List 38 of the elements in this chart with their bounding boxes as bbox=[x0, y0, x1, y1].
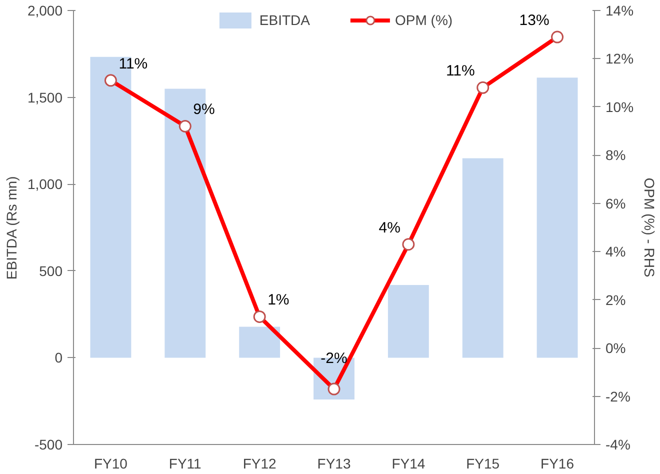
data-label: 1% bbox=[268, 292, 290, 309]
y2-tick-label: -4% bbox=[606, 436, 630, 452]
y2-tick-label: 14% bbox=[606, 2, 634, 18]
y-tick-label: 1,000 bbox=[27, 176, 63, 192]
bar bbox=[239, 326, 280, 358]
y2-tick-label: 10% bbox=[606, 98, 634, 115]
x-tick-label: FY15 bbox=[466, 456, 500, 472]
x-tick-label: FY12 bbox=[242, 456, 277, 472]
bar bbox=[536, 78, 578, 358]
x-tick-label: FY11 bbox=[168, 456, 202, 472]
data-label: 13% bbox=[519, 12, 550, 30]
y2-tick-label: 6% bbox=[606, 195, 626, 212]
y2-axis-title: OPM (%) - RHS bbox=[642, 178, 658, 278]
y-axis-title: EBITDA (Rs mn) bbox=[3, 176, 20, 280]
x-tick-label: FY14 bbox=[392, 456, 426, 472]
y2-tick-label: 0% bbox=[606, 340, 626, 356]
data-label: 11% bbox=[118, 55, 148, 72]
y-tick-label: 2,000 bbox=[27, 2, 63, 18]
bar bbox=[388, 284, 429, 358]
legend-label: OPM (%) bbox=[395, 12, 453, 28]
y2-tick-label: 2% bbox=[606, 292, 626, 308]
data-label: 11% bbox=[446, 62, 475, 80]
y2-tick-label: -2% bbox=[606, 388, 630, 404]
x-tick-label: FY10 bbox=[94, 456, 128, 472]
bar bbox=[462, 158, 504, 358]
y-tick-label: -500 bbox=[34, 436, 63, 452]
y-tick-label: 1,500 bbox=[27, 89, 63, 106]
data-label: -2% bbox=[320, 350, 348, 368]
legend-label: EBITDA bbox=[259, 12, 310, 28]
y2-tick-label: 12% bbox=[606, 50, 634, 67]
x-tick-label: FY13 bbox=[317, 456, 351, 472]
y2-tick-label: 8% bbox=[606, 147, 626, 164]
data-label: 9% bbox=[193, 101, 215, 118]
y-tick-label: 500 bbox=[39, 262, 63, 279]
y-tick-label: 0 bbox=[54, 350, 63, 366]
y2-tick-label: 4% bbox=[606, 244, 626, 260]
x-tick-label: FY16 bbox=[540, 456, 574, 472]
data-label: 4% bbox=[378, 219, 400, 236]
